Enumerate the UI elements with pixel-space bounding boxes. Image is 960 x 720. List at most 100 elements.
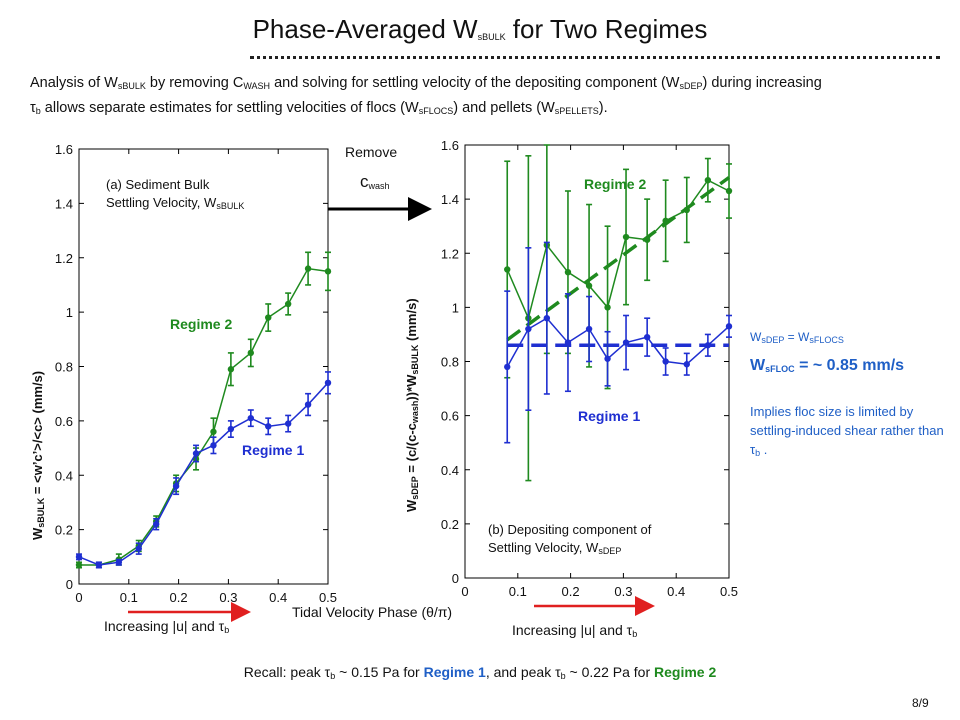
- chart-a-regime1-point: [265, 423, 272, 430]
- chart-a-regime2-label: Regime 2: [170, 316, 233, 332]
- chart-b-xtick-label: 0: [461, 584, 468, 599]
- chart-b-ytick-label: 1.2: [441, 246, 459, 261]
- chart-a-regime1-point: [247, 414, 255, 422]
- chart-b-regime2-point: [622, 233, 630, 241]
- chart-b-regime1-point: [543, 315, 551, 322]
- chart-a-xtick-label: 0: [75, 590, 82, 605]
- page-number: 8/9: [912, 696, 929, 710]
- chart-a-regime2-point: [324, 268, 332, 275]
- intro-paragraph: Analysis of WsBULK by removing CWASH and…: [30, 75, 822, 116]
- chart-b-regime2-point: [725, 187, 733, 195]
- floc-velocity-estimate: WsFLOC = ~ 0.85 mm/s: [750, 357, 905, 374]
- chart-a-regime1-point: [324, 379, 332, 387]
- chart-b-regime2-point: [585, 282, 593, 289]
- chart-a-ytick-label: 0: [66, 577, 73, 592]
- chart-a: 0 0.2 0.4 0.6 0.8 1 1.2 1.4 1.6 0 0.1 0.2 0.3 0.4 0.5: [55, 142, 337, 605]
- chart-a-ytick-label: 0.8: [55, 360, 73, 375]
- chart-a-ytick-label: 0.4: [55, 468, 73, 483]
- cwash-label: cwash: [360, 172, 390, 191]
- chart-a-xtick-label: 0.4: [269, 590, 287, 605]
- chart-b-xtick-label: 0.1: [509, 584, 527, 599]
- chart-a-xtick-label: 0.1: [120, 590, 138, 605]
- chart-b-regime1-point: [683, 361, 690, 368]
- chart-a-regime1-point: [192, 450, 200, 457]
- chart-b-ytick-label: 0.4: [441, 463, 459, 478]
- recall-note: Recall: peak τb ~ 0.15 Pa for Regime 1, …: [243, 664, 717, 681]
- chart-a-regime1-label: Regime 1: [242, 442, 305, 458]
- chart-a-regime1-point: [115, 559, 123, 566]
- chart-b-xtick-label: 0.2: [562, 584, 580, 599]
- chart-a-ytick-label: 1: [66, 305, 73, 320]
- chart-b-annotation: (b) Depositing component of Settling Vel…: [488, 522, 652, 556]
- chart-a-increasing-label: Increasing |u| and τb: [104, 618, 230, 635]
- chart-b-regime2-line: [506, 179, 730, 321]
- chart-a-ytick-label: 1.6: [55, 142, 73, 157]
- chart-a-ytick-label: 0.2: [55, 523, 73, 538]
- chart-a-regime1-point: [152, 520, 160, 528]
- chart-b-regime1-point: [604, 355, 611, 362]
- chart-a-ytick-label: 1.2: [55, 251, 73, 266]
- chart-a-xtick-label: 0.2: [170, 590, 188, 605]
- chart-b-ytick-label: 1: [452, 300, 459, 315]
- chart-a-regime2-point: [210, 428, 217, 435]
- remove-label: Remove: [345, 144, 398, 160]
- chart-a-regime1-point: [135, 545, 142, 552]
- chart-b-ytick-label: 0.8: [441, 355, 459, 370]
- chart-b-ytick-label: 0.2: [441, 517, 459, 532]
- chart-b-ytick-label: 0.6: [441, 409, 459, 424]
- chart-b-regime2-point: [504, 266, 511, 273]
- chart-b-regime1-point: [564, 339, 572, 346]
- chart-b-ytick-label: 1.6: [441, 138, 459, 153]
- chart-b-regime2-point: [643, 236, 651, 243]
- chart-b-regime2-point: [683, 206, 690, 214]
- chart-b-regime1-point: [585, 325, 593, 333]
- chart-a-xtick-label: 0.5: [319, 590, 337, 605]
- page-title: Phase-Averaged WsBULK for Two Regimes: [252, 14, 708, 44]
- chart-b-regime1-point: [662, 358, 669, 365]
- chart-a-regime1-point: [210, 442, 217, 449]
- title-divider: [250, 56, 940, 59]
- chart-b-regime1-point: [643, 333, 651, 341]
- chart-a-regime2-point: [227, 366, 235, 373]
- chart-b-ylabel: WsDEP = (c/(c-cwash))*WsBULK (mm/s): [404, 298, 420, 512]
- chart-a-regime2-point: [75, 561, 83, 569]
- chart-b-regime1-point: [622, 339, 630, 346]
- chart-b-regime1-point: [704, 342, 712, 349]
- wsdep-equals-wsflocs: WsDEP = WsFLOCS: [750, 330, 844, 345]
- chart-a-regime1-point: [284, 420, 292, 427]
- chart-a-regime2-point: [304, 265, 312, 272]
- chart-a-ytick-label: 1.4: [55, 196, 73, 211]
- chart-b-regime2-point: [604, 304, 611, 311]
- chart-a-regime1-point: [95, 561, 103, 569]
- chart-a-regime2-point: [265, 314, 272, 321]
- chart-b-regime1-label: Regime 1: [578, 408, 641, 424]
- chart-b: 0 0.2 0.4 0.6 0.8 1 1.2 1.4 1.6 0 0.1 0.2 0.3 0.4 0.5: [441, 138, 738, 599]
- chart-b-regime1-line: [506, 317, 730, 368]
- chart-a-regime2-point: [247, 349, 255, 357]
- chart-b-regime1-point: [725, 323, 733, 330]
- chart-b-increasing-label: Increasing |u| and τb: [512, 622, 638, 639]
- chart-b-regime2-point: [662, 217, 669, 224]
- chart-a-regime2-line: [79, 267, 329, 566]
- chart-a-regime1-line: [78, 382, 329, 566]
- chart-b-regime1-point: [504, 363, 511, 371]
- chart-a-regime2-point: [284, 300, 292, 308]
- chart-b-ytick-label: 0: [452, 571, 459, 586]
- shared-xlabel: Tidal Velocity Phase (θ/π): [292, 604, 453, 620]
- chart-a-ytick-label: 0.6: [55, 414, 73, 429]
- chart-b-xtick-label: 0.4: [667, 584, 685, 599]
- chart-b-regime2-point: [704, 176, 712, 184]
- chart-a-xtick-label: 0.3: [219, 590, 237, 605]
- chart-a-regime1-point: [172, 482, 180, 490]
- chart-a-regime1-point: [75, 553, 83, 561]
- implication-note: Implies floc size is limited by settling…: [750, 404, 944, 458]
- chart-a-annotation: (a) Sediment Bulk Settling Velocity, WsB…: [106, 177, 245, 211]
- chart-a-regime1-point: [227, 425, 235, 433]
- chart-a-regime1-point: [304, 401, 312, 408]
- chart-b-regime1-point: [525, 325, 532, 333]
- chart-b-ytick-label: 1.4: [441, 192, 459, 207]
- chart-b-fit-line-1: [506, 176, 731, 342]
- chart-b-regime2-point: [564, 268, 572, 276]
- chart-a-ylabel: WsBULK = <w’c’>/<c> (mm/s): [30, 370, 46, 540]
